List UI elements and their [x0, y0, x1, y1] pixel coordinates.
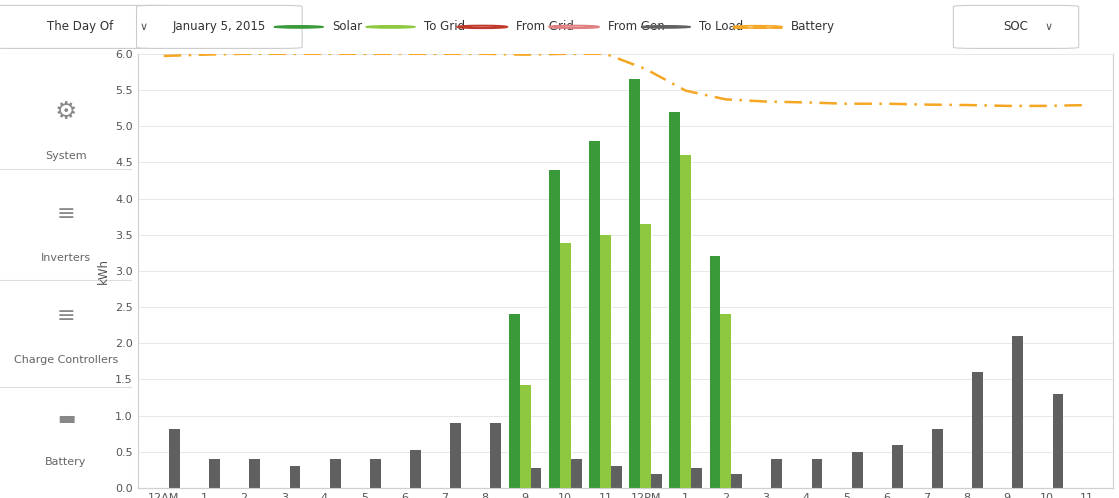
Bar [509, 314, 519, 488]
Text: ∨: ∨ [1044, 22, 1053, 32]
Bar [490, 423, 501, 488]
Text: From Grid: From Grid [516, 20, 574, 33]
Bar [669, 112, 680, 488]
Circle shape [641, 26, 690, 28]
FancyBboxPatch shape [953, 5, 1079, 48]
Text: ≡: ≡ [57, 204, 75, 224]
Bar [972, 372, 984, 488]
Bar [330, 459, 340, 488]
Bar [892, 445, 903, 488]
Bar [450, 423, 461, 488]
Text: ≡: ≡ [57, 306, 75, 326]
Bar [530, 468, 542, 488]
FancyBboxPatch shape [0, 5, 175, 48]
Bar [370, 459, 380, 488]
Text: To Grid: To Grid [424, 20, 466, 33]
Y-axis label: kWh: kWh [96, 258, 110, 284]
Bar [692, 468, 702, 488]
Bar [209, 459, 220, 488]
Bar [771, 459, 782, 488]
Bar [519, 385, 530, 488]
Text: ∨: ∨ [139, 22, 148, 32]
Bar [410, 450, 421, 488]
Text: Battery: Battery [46, 458, 86, 468]
Circle shape [549, 26, 599, 28]
Circle shape [458, 26, 507, 28]
Bar [811, 459, 822, 488]
Circle shape [274, 26, 323, 28]
Bar [852, 452, 863, 488]
Bar [680, 155, 692, 488]
Text: From Gen: From Gen [608, 20, 665, 33]
Bar [169, 429, 180, 488]
Text: ⚙: ⚙ [55, 100, 77, 124]
Text: Battery: Battery [791, 20, 835, 33]
Text: To Load: To Load [699, 20, 744, 33]
Text: The Day Of: The Day Of [47, 20, 114, 33]
Bar [651, 474, 661, 488]
FancyBboxPatch shape [137, 5, 302, 48]
Text: Inverters: Inverters [41, 253, 91, 263]
Text: ▬: ▬ [57, 408, 75, 428]
Bar [1053, 394, 1063, 488]
Bar [571, 459, 582, 488]
Bar [560, 244, 571, 488]
Bar [640, 224, 651, 488]
Bar [732, 474, 742, 488]
Text: System: System [45, 151, 87, 161]
Text: SOC: SOC [1004, 20, 1028, 33]
Text: Charge Controllers: Charge Controllers [13, 355, 119, 366]
Circle shape [366, 26, 415, 28]
Bar [932, 429, 943, 488]
Circle shape [733, 26, 782, 28]
Bar [590, 140, 600, 488]
Bar [600, 235, 611, 488]
FancyBboxPatch shape [0, 72, 132, 196]
Text: January 5, 2015: January 5, 2015 [172, 20, 266, 33]
Bar [629, 79, 640, 488]
Text: Solar: Solar [332, 20, 363, 33]
Bar [709, 256, 721, 488]
Bar [549, 170, 560, 488]
Bar [611, 466, 622, 488]
Bar [250, 459, 261, 488]
Bar [290, 466, 301, 488]
Bar [1013, 336, 1023, 488]
Bar [721, 314, 732, 488]
